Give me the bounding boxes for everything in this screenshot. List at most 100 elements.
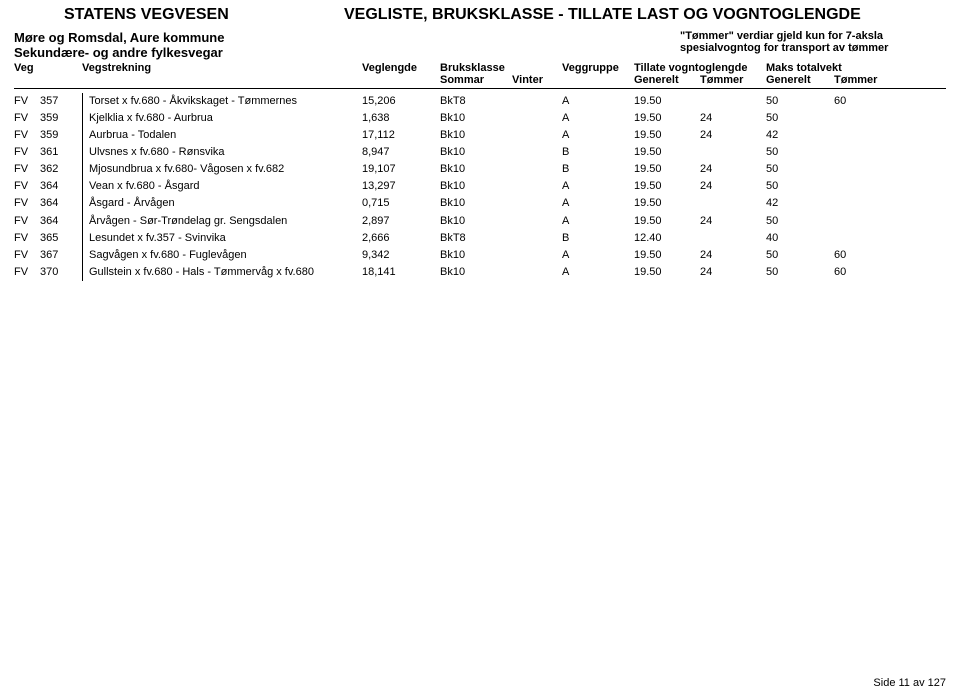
cell-len: 9,342 <box>362 247 440 264</box>
cell-grp: A <box>562 178 634 195</box>
note-line-1: "Tømmer" verdiar gjeld kun for 7-aksla <box>680 30 940 42</box>
cell-len: 2,897 <box>362 213 440 230</box>
col-maks-t-wrap: Tømmer <box>834 62 902 86</box>
col-tillate-t-wrap: Tømmer <box>700 62 766 86</box>
cell-name: Kjelklia x fv.680 - Aurbrua <box>82 110 362 127</box>
cell-num: 370 <box>40 264 82 281</box>
cell-name: Gullstein x fv.680 - Hals - Tømmervåg x … <box>82 264 362 281</box>
cell-num: 364 <box>40 213 82 230</box>
cell-mt: 60 <box>834 93 902 110</box>
table-row: FV370Gullstein x fv.680 - Hals - Tømmerv… <box>14 264 946 281</box>
cell-num: 364 <box>40 178 82 195</box>
cell-tg: 19.50 <box>634 110 700 127</box>
cell-cat: FV <box>14 230 40 247</box>
cell-tg: 12.40 <box>634 230 700 247</box>
col-maks-t: Tømmer <box>834 74 902 86</box>
cell-mt <box>834 178 902 195</box>
cell-grp: A <box>562 247 634 264</box>
cell-grp: A <box>562 93 634 110</box>
table-row: FV362Mjosundbrua x fv.680- Vågosen x fv.… <box>14 161 946 178</box>
col-bruksklasse: Bruksklasse Sommar <box>440 62 512 86</box>
cell-pad <box>902 247 960 264</box>
cell-tg: 19.50 <box>634 247 700 264</box>
cell-bk: Bk10 <box>440 264 512 281</box>
cell-pad <box>902 213 960 230</box>
cell-grp: B <box>562 144 634 161</box>
cell-len: 19,107 <box>362 161 440 178</box>
cell-name: Mjosundbrua x fv.680- Vågosen x fv.682 <box>82 161 362 178</box>
cell-mg: 50 <box>766 264 834 281</box>
cell-pad <box>902 161 960 178</box>
cell-tt: 24 <box>700 264 766 281</box>
cell-vinter <box>512 161 562 178</box>
column-headers: Veg Vegstrekning Veglengde Bruksklasse S… <box>14 62 946 89</box>
subheader-left: Møre og Romsdal, Aure kommune Sekundære-… <box>14 30 680 60</box>
cell-num: 362 <box>40 161 82 178</box>
note-line-2: spesialvogntog for transport av tømmer <box>680 42 940 54</box>
cell-vinter <box>512 195 562 212</box>
cell-vinter <box>512 93 562 110</box>
col-blank2 <box>700 62 766 74</box>
cell-tg: 19.50 <box>634 195 700 212</box>
cell-vinter <box>512 264 562 281</box>
cell-mt <box>834 230 902 247</box>
table-row: FV364Åsgard - Årvågen0,715Bk10A19.5042 <box>14 195 946 212</box>
cell-cat: FV <box>14 247 40 264</box>
cell-mg: 50 <box>766 178 834 195</box>
cell-tg: 19.50 <box>634 144 700 161</box>
cell-tg: 19.50 <box>634 127 700 144</box>
cell-tt <box>700 93 766 110</box>
cell-name: Torset x fv.680 - Åkvikskaget - Tømmerne… <box>82 93 362 110</box>
cell-bk: Bk10 <box>440 127 512 144</box>
cell-tt <box>700 144 766 161</box>
col-tillate-t: Tømmer <box>700 74 766 86</box>
table-row: FV364Årvågen - Sør-Trøndelag gr. Sengsda… <box>14 213 946 230</box>
col-tillate: Tillate vogntoglengde Generelt <box>634 62 700 86</box>
cell-len: 1,638 <box>362 110 440 127</box>
cell-bk: Bk10 <box>440 178 512 195</box>
cell-tg: 19.50 <box>634 161 700 178</box>
cell-mt <box>834 110 902 127</box>
cell-pad <box>902 264 960 281</box>
cell-grp: A <box>562 110 634 127</box>
cell-mg: 50 <box>766 213 834 230</box>
cell-vinter <box>512 213 562 230</box>
cell-tt: 24 <box>700 161 766 178</box>
col-blank <box>512 62 562 74</box>
section-label: Sekundære- og andre fylkesvegar <box>14 45 680 60</box>
cell-bk: Bk10 <box>440 161 512 178</box>
cell-cat: FV <box>14 178 40 195</box>
cell-mt <box>834 127 902 144</box>
cell-grp: B <box>562 230 634 247</box>
cell-num: 359 <box>40 127 82 144</box>
cell-cat: FV <box>14 93 40 110</box>
cell-num: 365 <box>40 230 82 247</box>
cell-pad <box>902 144 960 161</box>
cell-cat: FV <box>14 213 40 230</box>
cell-grp: A <box>562 127 634 144</box>
cell-name: Årvågen - Sør-Trøndelag gr. Sengsdalen <box>82 213 362 230</box>
cell-vinter <box>512 127 562 144</box>
cell-bk: Bk10 <box>440 213 512 230</box>
cell-len: 2,666 <box>362 230 440 247</box>
cell-name: Åsgard - Årvågen <box>82 195 362 212</box>
cell-len: 13,297 <box>362 178 440 195</box>
cell-cat: FV <box>14 144 40 161</box>
cell-tg: 19.50 <box>634 264 700 281</box>
col-spacer <box>902 62 960 86</box>
col-sommar: Sommar <box>440 74 512 86</box>
table-row: FV359Kjelklia x fv.680 - Aurbrua1,638Bk1… <box>14 110 946 127</box>
table-row: FV365Lesundet x fv.357 - Svinvika2,666Bk… <box>14 230 946 247</box>
cell-tt: 24 <box>700 110 766 127</box>
cell-cat: FV <box>14 127 40 144</box>
cell-mg: 50 <box>766 110 834 127</box>
page-footer: Side 11 av 127 <box>873 677 946 689</box>
cell-vinter <box>512 230 562 247</box>
col-maks-gen: Generelt <box>766 74 834 86</box>
header-row: STATENS VEGVESEN VEGLISTE, BRUKSKLASSE -… <box>14 6 946 24</box>
cell-tt <box>700 230 766 247</box>
table-body: FV357Torset x fv.680 - Åkvikskaget - Tøm… <box>14 93 946 281</box>
cell-bk: Bk10 <box>440 195 512 212</box>
cell-num: 364 <box>40 195 82 212</box>
cell-tt: 24 <box>700 247 766 264</box>
